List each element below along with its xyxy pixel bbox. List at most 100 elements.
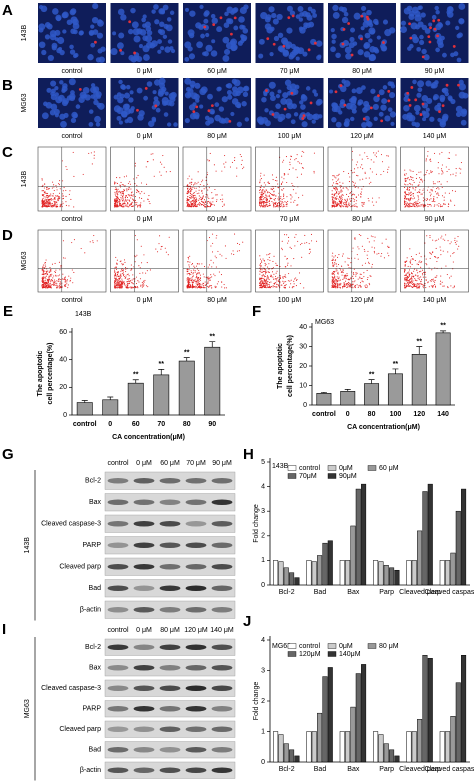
event xyxy=(134,183,136,185)
event xyxy=(202,197,204,199)
nucleus xyxy=(360,5,367,11)
event xyxy=(432,285,434,287)
bar xyxy=(383,743,389,763)
nucleus xyxy=(269,91,275,97)
event xyxy=(265,280,267,282)
event xyxy=(421,269,424,271)
band xyxy=(211,664,233,671)
event xyxy=(127,283,129,285)
event xyxy=(424,242,426,244)
event xyxy=(430,193,432,195)
event xyxy=(140,204,142,207)
bar xyxy=(339,731,345,763)
event xyxy=(375,173,378,175)
nucleus xyxy=(438,22,444,28)
event xyxy=(293,201,295,203)
event xyxy=(129,203,132,205)
event xyxy=(425,276,427,278)
event xyxy=(437,193,439,195)
event xyxy=(416,287,418,289)
event xyxy=(267,181,269,183)
nucleus xyxy=(200,33,205,39)
event xyxy=(126,273,128,276)
nucleus xyxy=(220,118,227,124)
event xyxy=(334,282,336,285)
event xyxy=(288,168,290,171)
event xyxy=(337,280,339,282)
nucleus xyxy=(269,95,276,102)
event xyxy=(308,253,310,255)
event xyxy=(216,199,218,201)
condition-label: control xyxy=(61,133,82,140)
event xyxy=(345,201,348,203)
event xyxy=(262,195,264,198)
event xyxy=(334,176,336,178)
event xyxy=(337,183,339,185)
nucleus xyxy=(271,12,277,19)
event xyxy=(190,188,192,190)
event xyxy=(407,184,409,186)
nucleus xyxy=(97,19,103,24)
event xyxy=(333,204,335,206)
nucleus xyxy=(54,85,59,91)
event xyxy=(366,287,368,289)
event xyxy=(405,201,407,203)
event xyxy=(420,256,422,258)
event xyxy=(220,199,222,201)
nucleus xyxy=(210,50,218,57)
event xyxy=(50,278,52,281)
nucleus xyxy=(69,49,76,55)
event xyxy=(259,200,261,202)
nucleus xyxy=(50,94,57,101)
event xyxy=(62,240,64,242)
band xyxy=(185,767,207,774)
event xyxy=(437,186,439,189)
event xyxy=(47,199,50,201)
nucleus xyxy=(330,46,336,53)
event xyxy=(215,286,217,288)
event xyxy=(413,204,415,206)
event xyxy=(115,283,117,285)
event xyxy=(441,195,444,197)
event xyxy=(371,263,373,265)
event xyxy=(348,205,351,207)
event xyxy=(199,196,201,198)
event xyxy=(339,181,341,183)
event xyxy=(121,286,123,288)
event xyxy=(65,201,67,203)
event xyxy=(448,168,450,170)
nucleus xyxy=(316,98,323,105)
event xyxy=(348,286,350,288)
nucleus xyxy=(363,51,371,58)
side-label: MG63 xyxy=(21,251,28,270)
nucleus xyxy=(313,92,319,97)
event xyxy=(430,205,432,207)
nucleus xyxy=(268,81,276,89)
event xyxy=(405,276,408,278)
event xyxy=(204,201,207,204)
event xyxy=(115,200,118,202)
event xyxy=(437,181,439,183)
nucleus xyxy=(331,106,338,113)
event xyxy=(56,282,58,284)
event xyxy=(119,287,121,289)
event xyxy=(427,155,429,157)
event xyxy=(194,187,196,189)
event xyxy=(118,204,120,206)
event xyxy=(192,275,194,277)
band xyxy=(211,767,233,774)
event xyxy=(299,162,301,164)
event xyxy=(57,199,60,201)
event xyxy=(214,255,216,257)
event xyxy=(236,242,239,245)
event xyxy=(68,275,70,277)
y-tick-label: 0 xyxy=(303,402,307,409)
nucleus xyxy=(225,83,230,88)
event xyxy=(333,280,335,282)
event xyxy=(198,195,200,197)
event xyxy=(440,283,442,285)
event xyxy=(425,258,427,260)
event xyxy=(355,205,357,207)
event xyxy=(42,278,44,280)
nucleus xyxy=(382,85,388,90)
